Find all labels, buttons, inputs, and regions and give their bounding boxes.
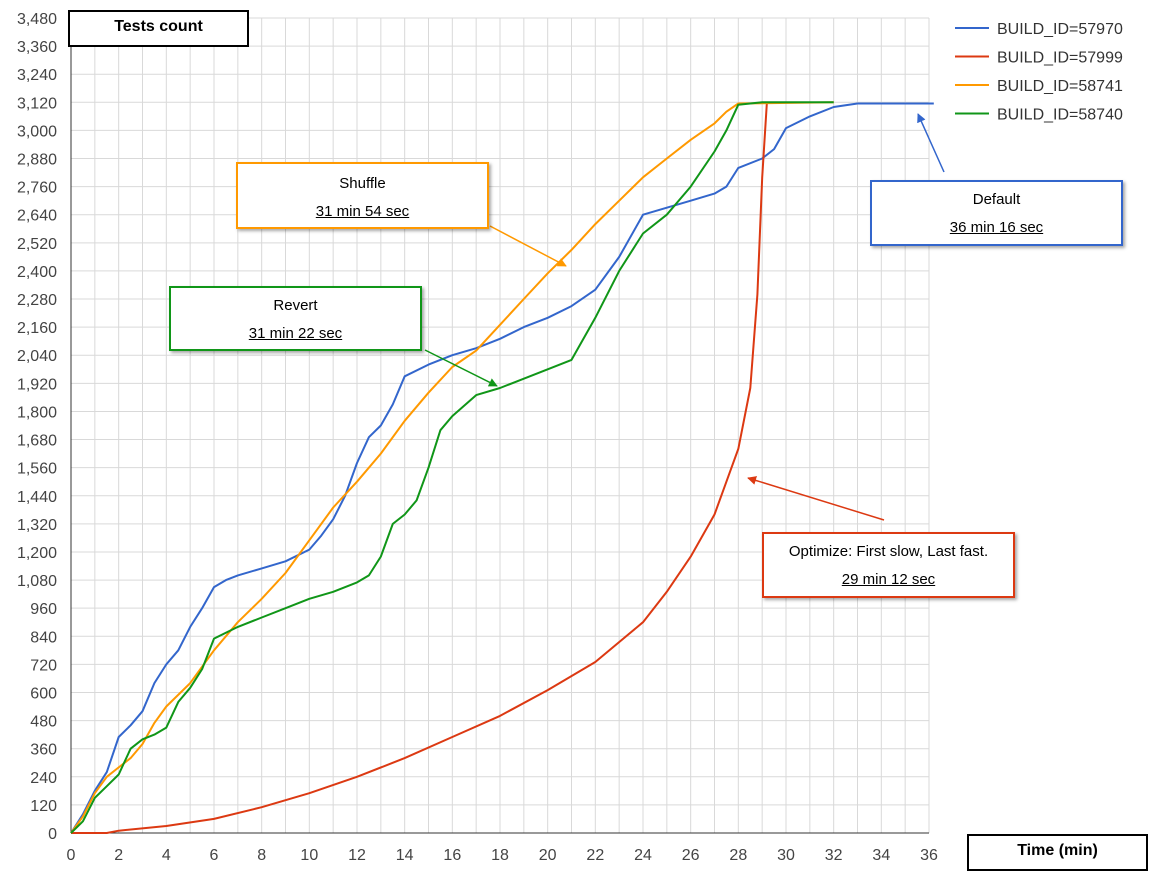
annotation-default: Default 36 min 16 sec: [870, 180, 1123, 246]
x-tick-label: 2: [114, 847, 123, 864]
default-arrow: [917, 113, 945, 173]
x-tick-label: 32: [825, 847, 843, 864]
annotation-revert: Revert 31 min 22 sec: [169, 286, 422, 351]
series-line-2: [70, 101, 834, 834]
y-tick-label: 240: [30, 770, 57, 787]
legend-entry: BUILD_ID=57999: [997, 50, 1123, 67]
annotation-revert-time: 31 min 22 sec: [248, 325, 343, 342]
y-tick-label: 1,080: [17, 573, 57, 590]
x-tick-label: 22: [586, 847, 604, 864]
annotation-revert-title: Revert: [273, 297, 318, 314]
legend: BUILD_ID=57970 BUILD_ID=57999 BUILD_ID=587…: [955, 21, 1123, 124]
y-tick-label: 3,240: [17, 67, 57, 84]
y-tick-label: 720: [30, 657, 57, 674]
annotation-default-time: 36 min 16 sec: [949, 219, 1044, 236]
x-tick-label: 0: [67, 847, 76, 864]
y-tick-label: 600: [30, 685, 57, 702]
y-tick-label: 1,560: [17, 461, 57, 478]
y-tick-label: 3,480: [17, 11, 57, 28]
optimize-arrow: [747, 476, 885, 521]
x-tick-label: 12: [348, 847, 366, 864]
y-tick-label: 3,120: [17, 95, 57, 112]
y-tick-label: 2,280: [17, 292, 57, 309]
series-line-1: [71, 102, 768, 834]
x-axis-title: Time (min): [967, 834, 1148, 871]
y-tick-label: 960: [30, 601, 57, 618]
x-tick-label: 30: [777, 847, 795, 864]
legend-entry: BUILD_ID=58740: [997, 107, 1123, 124]
annotation-shuffle-title: Shuffle: [339, 175, 386, 192]
y-tick-label: 2,160: [17, 320, 57, 337]
x-tick-label: 26: [682, 847, 700, 864]
annotation-optimize-title: Optimize: First slow, Last fast.: [788, 543, 989, 560]
x-tick-label: 8: [257, 847, 266, 864]
x-tick-label: 28: [729, 847, 747, 864]
revert-arrow: [424, 349, 498, 387]
y-tick-label: 2,640: [17, 208, 57, 225]
y-axis-title: Tests count: [68, 10, 249, 47]
y-tick-label: 2,760: [17, 180, 57, 197]
y-tick-label: 1,320: [17, 517, 57, 534]
y-tick-label: 1,440: [17, 489, 57, 506]
axes: 01202403604806007208409601,0801,2001,320…: [17, 11, 938, 864]
x-tick-label: 6: [210, 847, 219, 864]
annotation-default-title: Default: [972, 191, 1021, 208]
y-tick-label: 840: [30, 629, 57, 646]
y-tick-label: 1,680: [17, 433, 57, 450]
y-tick-label: 2,040: [17, 348, 57, 365]
annotation-shuffle-time: 31 min 54 sec: [315, 203, 410, 220]
x-tick-label: 10: [300, 847, 318, 864]
annotation-arrows: [424, 113, 945, 521]
y-tick-label: 1,200: [17, 545, 57, 562]
series-line-3: [70, 101, 834, 834]
x-tick-label: 4: [162, 847, 171, 864]
y-tick-label: 1,920: [17, 376, 57, 393]
annotation-optimize-time: 29 min 12 sec: [841, 571, 936, 588]
x-tick-label: 14: [396, 847, 414, 864]
y-tick-label: 2,880: [17, 152, 57, 169]
y-tick-label: 3,360: [17, 39, 57, 56]
x-tick-label: 20: [539, 847, 557, 864]
x-tick-label: 24: [634, 847, 652, 864]
annotation-shuffle: Shuffle 31 min 54 sec: [236, 162, 489, 229]
legend-entry: BUILD_ID=57970: [997, 21, 1123, 38]
series-lines: [70, 101, 934, 834]
y-tick-label: 2,400: [17, 264, 57, 281]
y-tick-label: 480: [30, 714, 57, 731]
shuffle-arrow: [489, 225, 567, 267]
y-tick-label: 0: [48, 826, 57, 843]
y-tick-label: 120: [30, 798, 57, 815]
y-tick-label: 2,520: [17, 236, 57, 253]
x-tick-label: 18: [491, 847, 509, 864]
x-tick-label: 34: [872, 847, 890, 864]
annotation-optimize: Optimize: First slow, Last fast. 29 min …: [762, 532, 1015, 598]
y-tick-label: 1,800: [17, 404, 57, 421]
y-tick-label: 3,000: [17, 123, 57, 140]
grid: [70, 17, 930, 834]
legend-entry: BUILD_ID=58741: [997, 78, 1123, 95]
series-line-0: [70, 102, 934, 834]
y-tick-label: 360: [30, 742, 57, 759]
x-tick-label: 36: [920, 847, 938, 864]
x-tick-label: 16: [443, 847, 461, 864]
